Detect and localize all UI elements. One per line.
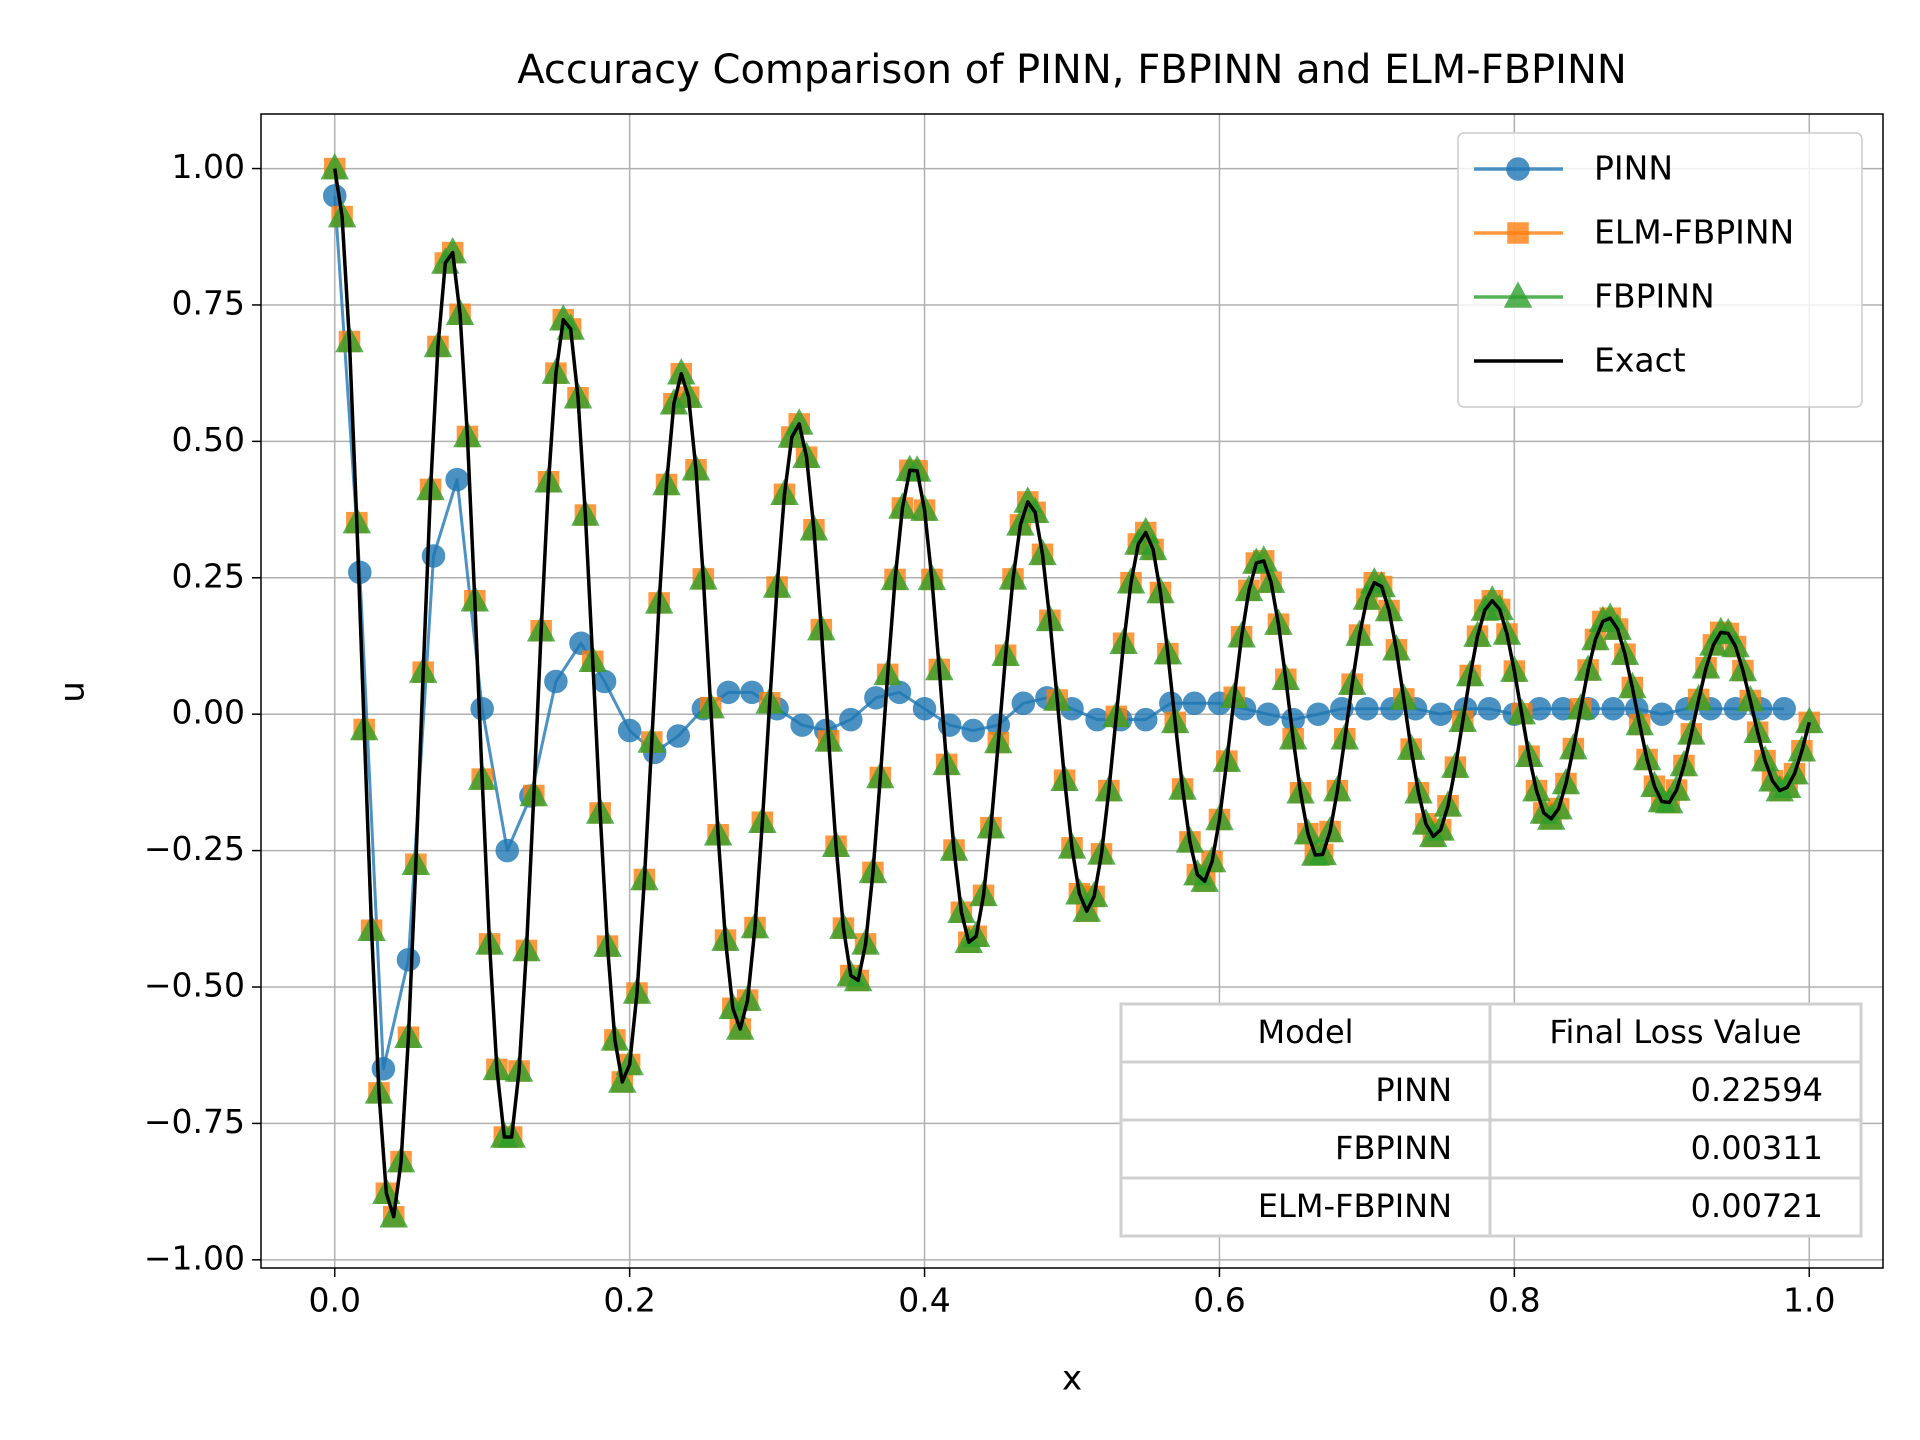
table-cell: 0.22594 [1691,1071,1823,1109]
x-tick-label: 0.2 [603,1281,655,1320]
marker [617,718,642,743]
y-tick-label: 0.00 [172,693,245,732]
x-tick-label: 0.4 [898,1281,950,1320]
legend-label: FBPINN [1594,277,1715,316]
marker [790,713,814,737]
y-tick-label: 0.75 [172,283,245,322]
legend-box [1457,132,1863,408]
legend-label: ELM-FBPINN [1594,213,1794,252]
plot-frame [260,113,1884,1269]
y-tick-label: 1.00 [172,147,245,186]
legend-label: PINN [1594,149,1673,188]
legend-label: Exact [1594,341,1686,380]
marker [1011,691,1036,716]
marker [592,669,617,694]
marker [961,718,985,743]
marker [1650,702,1674,726]
marker [1477,696,1502,721]
marker [784,408,814,435]
x-tick-label: 0.6 [1193,1281,1245,1320]
table-header: Model [1257,1013,1353,1051]
marker [1256,702,1280,726]
marker [445,467,469,492]
marker [1133,707,1158,732]
marker [495,838,519,863]
marker [864,686,888,710]
x-axis-label: x [1062,1359,1082,1399]
marker [396,947,421,972]
marker [839,707,863,732]
marker [1355,696,1379,721]
marker [470,696,494,721]
y-tick-label: 0.25 [172,556,245,595]
marker [1428,702,1453,726]
marker [1772,696,1796,721]
y-tick-label: −1.00 [144,1238,245,1277]
legend-marker [1507,222,1529,244]
y-axis-label: u [53,681,93,703]
marker [1601,696,1625,721]
x-tick-label: 0.8 [1488,1281,1540,1320]
series [333,168,1811,1219]
x-tick-label: 1.0 [1783,1281,1835,1320]
series-line [333,168,1811,1219]
marker [666,724,691,748]
marker [1795,706,1824,734]
marker [421,544,446,568]
table-cell: PINN [1375,1071,1452,1109]
table-cell: FBPINN [1335,1129,1452,1167]
y-tick-label: −0.25 [144,829,245,868]
y-tick-label: −0.75 [144,1102,245,1141]
marker [1182,691,1207,716]
marker [544,669,568,694]
marker [1306,702,1330,726]
marker [371,1057,396,1081]
marker [1085,707,1109,732]
table-cell: 0.00721 [1691,1187,1823,1225]
table-cell: ELM-FBPINN [1258,1187,1452,1225]
marker [716,680,741,705]
table-header: Final Loss Value [1549,1013,1801,1051]
y-tick-label: −0.50 [144,966,245,1005]
table-cell: 0.00311 [1691,1129,1823,1167]
y-tick-label: 0.50 [172,420,245,459]
legend-marker [1506,157,1530,181]
marker [666,358,696,385]
marker [912,696,937,721]
chart-title: Accuracy Comparison of PINN, FBPINN and … [517,47,1627,93]
legend-marker [1503,281,1533,308]
x-tick-label: 0.0 [308,1281,360,1320]
